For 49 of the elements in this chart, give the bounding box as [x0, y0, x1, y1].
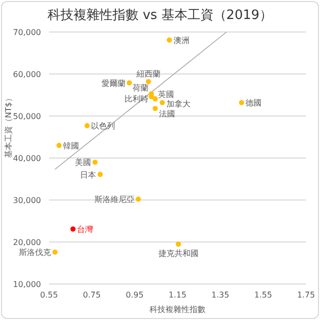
y-tick-label: 30,000	[13, 196, 41, 205]
x-tick-label: 1.15	[168, 290, 186, 300]
point	[126, 80, 132, 86]
annotation: 荷蘭	[132, 84, 148, 93]
point	[98, 172, 103, 177]
x-tick-label: 1.55	[254, 290, 272, 300]
x-tick-label: 0.75	[82, 290, 101, 300]
point	[56, 142, 62, 148]
annotation: 日本	[80, 170, 96, 180]
y-tick-label: 60,000	[13, 70, 41, 79]
annotation: 比利時	[124, 94, 148, 104]
point	[146, 78, 151, 84]
y-tick-label: 40,000	[13, 154, 41, 163]
x-tick-label: 0.55	[40, 290, 58, 300]
x-tick-label: 1.75	[297, 290, 315, 300]
y-axis-title: 基本工資（NT$）	[4, 94, 13, 158]
point	[136, 196, 141, 202]
annotation: 法國	[159, 109, 176, 118]
chart-title: 科技複雜性指數 vs 基本工資（2019）	[46, 7, 274, 24]
y-tick-label: 20,000	[13, 238, 41, 247]
annotation: 美國	[75, 158, 92, 168]
annotation: 紐西蘭	[135, 70, 160, 79]
point	[166, 37, 172, 43]
point	[52, 249, 58, 255]
x-axis-title: 科技複雜性指數	[150, 305, 206, 314]
point	[176, 242, 181, 247]
point	[152, 106, 158, 112]
annotation: 韓國	[63, 141, 80, 150]
x-tick-label: 1.35	[211, 290, 230, 300]
annotation: 捷克共和國	[158, 249, 198, 258]
point	[92, 160, 98, 165]
annotation: 德國	[246, 98, 262, 108]
y-tick-label: 70,000	[13, 28, 41, 37]
annotation: 斯洛伐克	[18, 248, 51, 258]
point	[84, 123, 90, 128]
annotation: 加拿大	[166, 100, 190, 109]
annotation: 以色列	[91, 122, 116, 131]
x-tick-label: 0.95	[126, 290, 144, 300]
annotation: 愛爾蘭	[101, 78, 126, 88]
point	[160, 100, 165, 106]
annotation: 澳洲	[173, 36, 190, 45]
y-tick-label: 10,000	[13, 280, 41, 289]
annotation: 台灣	[76, 224, 93, 234]
point	[238, 100, 244, 106]
annotation: 斯洛維尼亞	[94, 195, 134, 204]
point	[152, 96, 158, 102]
annotation: 英國	[158, 90, 174, 99]
y-tick-label: 50,000	[13, 112, 41, 121]
point	[70, 226, 76, 232]
